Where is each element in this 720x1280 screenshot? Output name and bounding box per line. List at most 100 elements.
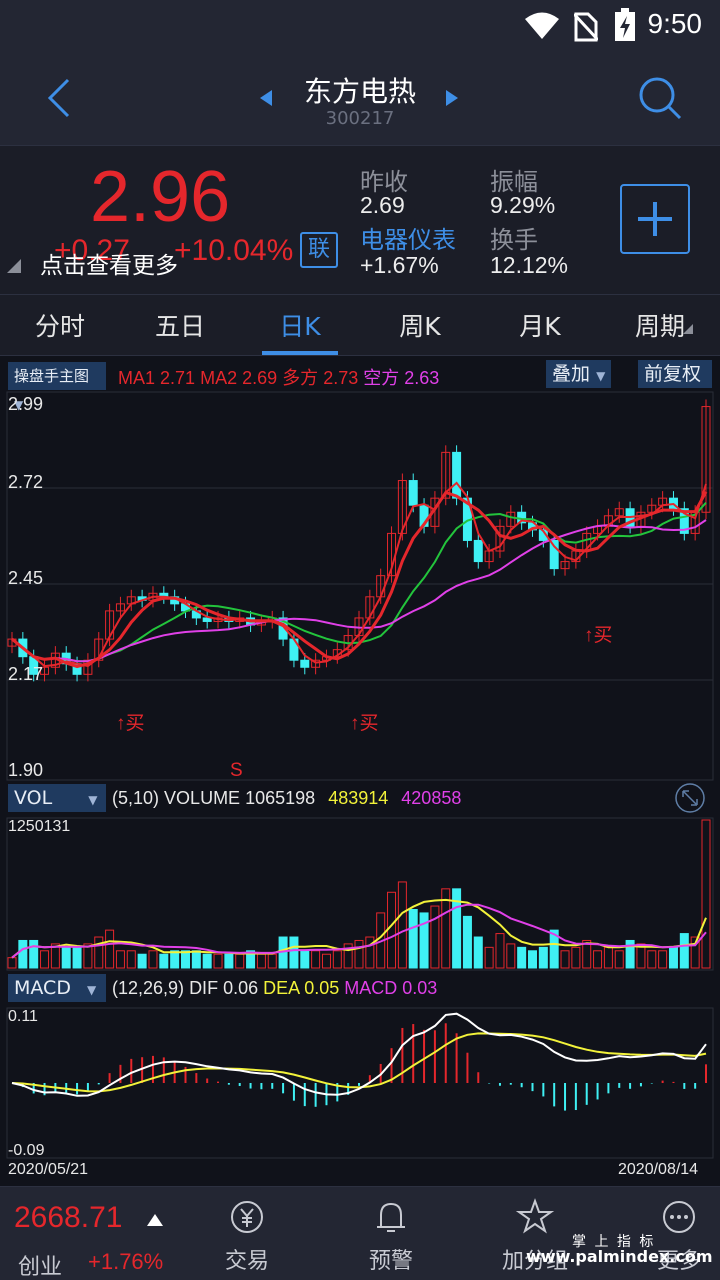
tab-daily-k[interactable]: 日K <box>279 312 321 341</box>
sell-signal: S <box>230 760 243 781</box>
linked-button[interactable]: 联 <box>300 232 338 268</box>
volume-bar <box>365 936 375 969</box>
add-watchlist-button[interactable] <box>620 184 690 254</box>
nav-more[interactable]: 更多 <box>634 1197 720 1275</box>
volume-bar <box>191 950 201 969</box>
macd-bottom: -0.09 <box>8 1142 45 1159</box>
plus-icon <box>638 202 672 236</box>
kline-chart[interactable]: 操盘手主图 ▼ MA1 2.71 MA2 2.69 多方 2.73 空方 2.6… <box>0 356 720 1186</box>
dea-label: DEA <box>263 978 300 998</box>
overlay-label: 叠加 <box>552 363 591 385</box>
nav-add-group[interactable]: 加分组 <box>490 1197 580 1275</box>
price-panel <box>6 391 714 781</box>
candle-body <box>311 659 321 668</box>
watermark-top: 掌 上 指 标 <box>572 1234 656 1250</box>
candle-body <box>115 603 125 612</box>
nav-trade[interactable]: 交易 <box>202 1197 292 1275</box>
next-stock-icon[interactable] <box>444 88 460 108</box>
watermark-bottom: www.palmindex.com <box>526 1247 713 1266</box>
vol-ma10: 420858 <box>401 788 462 808</box>
sector-label[interactable]: 电器仪表 <box>360 226 456 254</box>
tab-period[interactable]: 周期 <box>634 312 685 341</box>
volume-bar <box>679 933 689 969</box>
corner-arrow-icon <box>7 259 21 273</box>
overlay-selector[interactable]: 叠加 ▼ <box>546 360 612 388</box>
index-value[interactable]: 2668.71 <box>14 1201 123 1234</box>
volume-bar <box>397 881 407 969</box>
price-change-pct: +10.04% <box>174 234 294 267</box>
volume-bar <box>224 953 234 969</box>
candle-body <box>701 406 711 513</box>
last-price: 2.96 <box>90 157 231 237</box>
volume-bar <box>300 950 310 969</box>
volume-panel <box>6 817 714 971</box>
page-title: 东方电热 <box>303 75 416 108</box>
stock-header: 东方电热 300217 <box>0 52 720 146</box>
volume-bar <box>354 939 364 969</box>
volume-bar <box>159 953 169 969</box>
tab-weekly-k[interactable]: 周K <box>399 312 441 341</box>
volume-bar <box>430 905 440 969</box>
no-sim-icon <box>574 12 598 42</box>
volume-selector[interactable]: VOL ▼ <box>8 784 106 812</box>
volume-bar <box>690 936 700 969</box>
volume-bar <box>72 946 82 969</box>
volume-bar <box>668 946 678 969</box>
more-icon <box>663 1201 695 1233</box>
quote-panel[interactable]: 2.96 +0.27 +10.04% 点击查看更多 联 昨收 2.69 电器仪表… <box>0 146 720 294</box>
duo-value: 2.73 <box>323 368 359 388</box>
candle-body <box>40 666 50 675</box>
chevron-down-icon: ▼ <box>14 398 24 412</box>
chevron-down-icon: ▼ <box>87 983 97 997</box>
prev-stock-icon[interactable] <box>258 88 274 108</box>
nav-alert[interactable]: 预警 <box>346 1197 436 1275</box>
candle-body <box>549 539 559 570</box>
volume-bar <box>593 950 603 969</box>
bottom-bar: 2668.71 创业 +1.76% 交易 预警 加分组 <box>0 1186 720 1280</box>
volume-bar <box>289 936 299 969</box>
tab-monthly-k[interactable]: 月K <box>519 312 561 341</box>
volume-bar <box>441 888 451 969</box>
main-chart-selector[interactable]: 操盘手主图 ▼ <box>8 362 106 412</box>
expand-icon[interactable] <box>674 782 706 814</box>
clock: 9:50 <box>647 8 703 39</box>
ma2-value: 2.69 <box>242 368 278 388</box>
back-icon[interactable] <box>44 76 74 120</box>
nav-trade-label: 交易 <box>224 1249 269 1274</box>
tab-five-day[interactable]: 五日 <box>154 312 205 341</box>
duo-label: 多方 <box>282 368 319 388</box>
tab-intraday[interactable]: 分时 <box>34 312 85 341</box>
chevron-down-icon: ▼ <box>88 793 98 807</box>
vol-max: 1250131 <box>8 818 71 835</box>
tap-more-hint[interactable]: 点击查看更多 <box>40 253 178 279</box>
volume-bar <box>538 946 548 969</box>
turnover-label: 换手 <box>490 226 538 254</box>
adjust-button[interactable]: 前复权 <box>638 360 712 388</box>
index-change: +1.76% <box>88 1249 164 1274</box>
amplitude-label: 振幅 <box>490 168 538 196</box>
candle-body <box>560 561 570 570</box>
volume-bar <box>105 929 115 969</box>
macd-selector[interactable]: MACD ▼ <box>8 974 106 1002</box>
candle-body <box>473 539 483 563</box>
battery-charging-icon <box>615 8 635 41</box>
macd-params: (12,26,9) <box>112 978 185 998</box>
dif-label: DIF <box>189 978 219 998</box>
volume-bar <box>202 953 212 969</box>
volume-bar <box>603 946 613 969</box>
volume-bar <box>213 953 223 969</box>
price-tick-1: 2.72 <box>8 472 44 492</box>
date-start: 2020/05/21 <box>8 1161 89 1178</box>
vol-label: VOLUME <box>164 788 241 808</box>
volume-bar <box>332 950 342 969</box>
kong-label: 空方 <box>363 368 400 388</box>
trade-icon <box>231 1201 263 1233</box>
nav-more-label: 更多 <box>656 1249 701 1274</box>
volume-bar <box>495 933 505 969</box>
candle-body <box>679 508 689 534</box>
wifi-icon <box>525 12 559 39</box>
macd-value: 0.03 <box>402 978 438 998</box>
vol-params: (5,10) <box>112 788 160 808</box>
amplitude-value: 9.29% <box>490 192 556 218</box>
search-icon[interactable] <box>636 74 684 122</box>
